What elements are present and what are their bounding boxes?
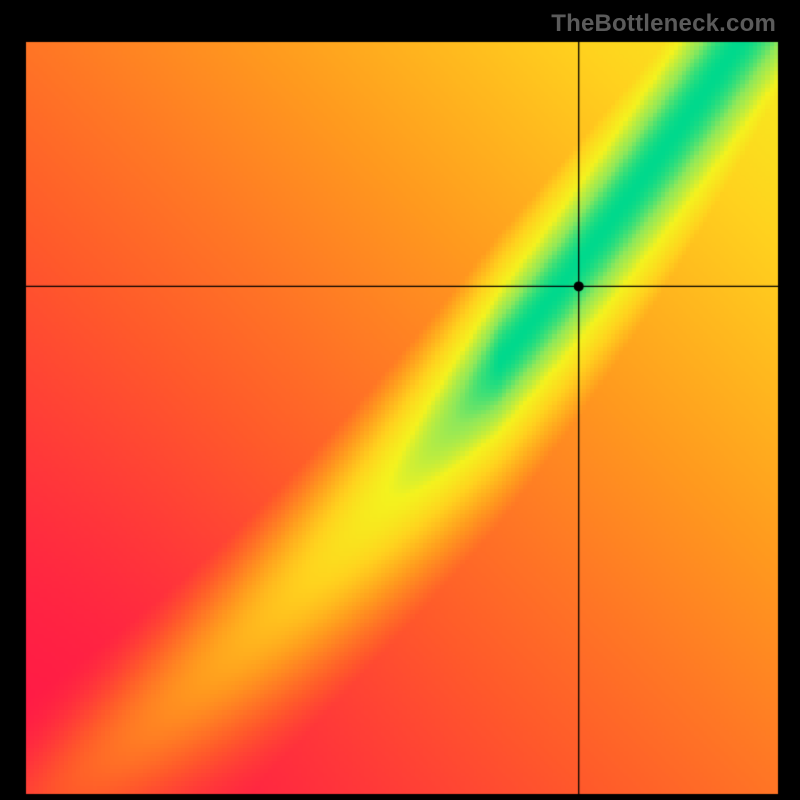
chart-stage: TheBottleneck.com: [0, 0, 800, 800]
watermark-label: TheBottleneck.com: [551, 10, 776, 38]
heatmap-canvas: [0, 0, 800, 800]
